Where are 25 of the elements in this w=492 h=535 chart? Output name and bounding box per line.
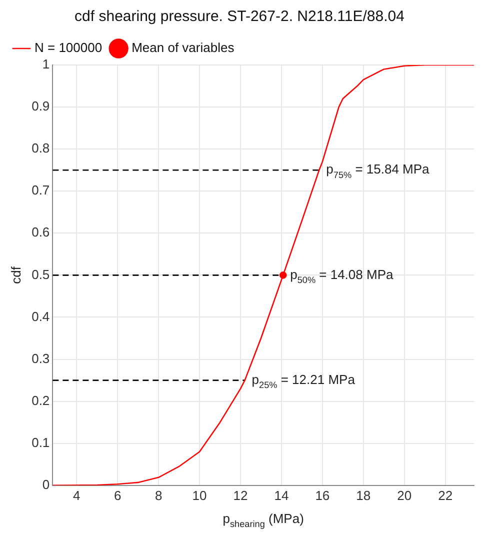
- y-tick-label: 0.6: [32, 224, 50, 240]
- chart-title: cdf shearing pressure. ST-267-2. N218.11E/88.04: [74, 8, 404, 26]
- y-tick-label: 0.8: [32, 140, 50, 156]
- x-tick-label: 18: [356, 488, 371, 503]
- y-tick-label: 0: [42, 476, 50, 492]
- x-tick-label: 6: [114, 488, 122, 503]
- x-tick-label: 16: [315, 488, 330, 503]
- y-tick-label: 0.2: [32, 392, 50, 408]
- x-tick-label: 10: [192, 488, 207, 503]
- y-tick-label: 0.1: [32, 434, 50, 450]
- y-axis-title: cdf: [8, 266, 24, 284]
- legend-label: Mean of variables: [132, 40, 235, 56]
- legend-label: N = 100000: [34, 40, 102, 56]
- y-tick-label: 1: [42, 56, 50, 72]
- x-tick-label: 4: [73, 488, 80, 503]
- y-tick-label: 0.9: [32, 98, 50, 114]
- y-tick-label: 0.3: [32, 350, 50, 366]
- y-tick-label: 0.5: [32, 266, 50, 282]
- x-tick-label: 20: [397, 488, 412, 503]
- x-tick-label: 22: [438, 488, 453, 503]
- x-tick-label: 8: [154, 488, 162, 503]
- y-tick-label: 0.4: [32, 308, 50, 324]
- x-tick-label: 14: [274, 488, 289, 503]
- x-tick-label: 12: [233, 488, 248, 503]
- y-tick-label: 0.7: [32, 182, 50, 198]
